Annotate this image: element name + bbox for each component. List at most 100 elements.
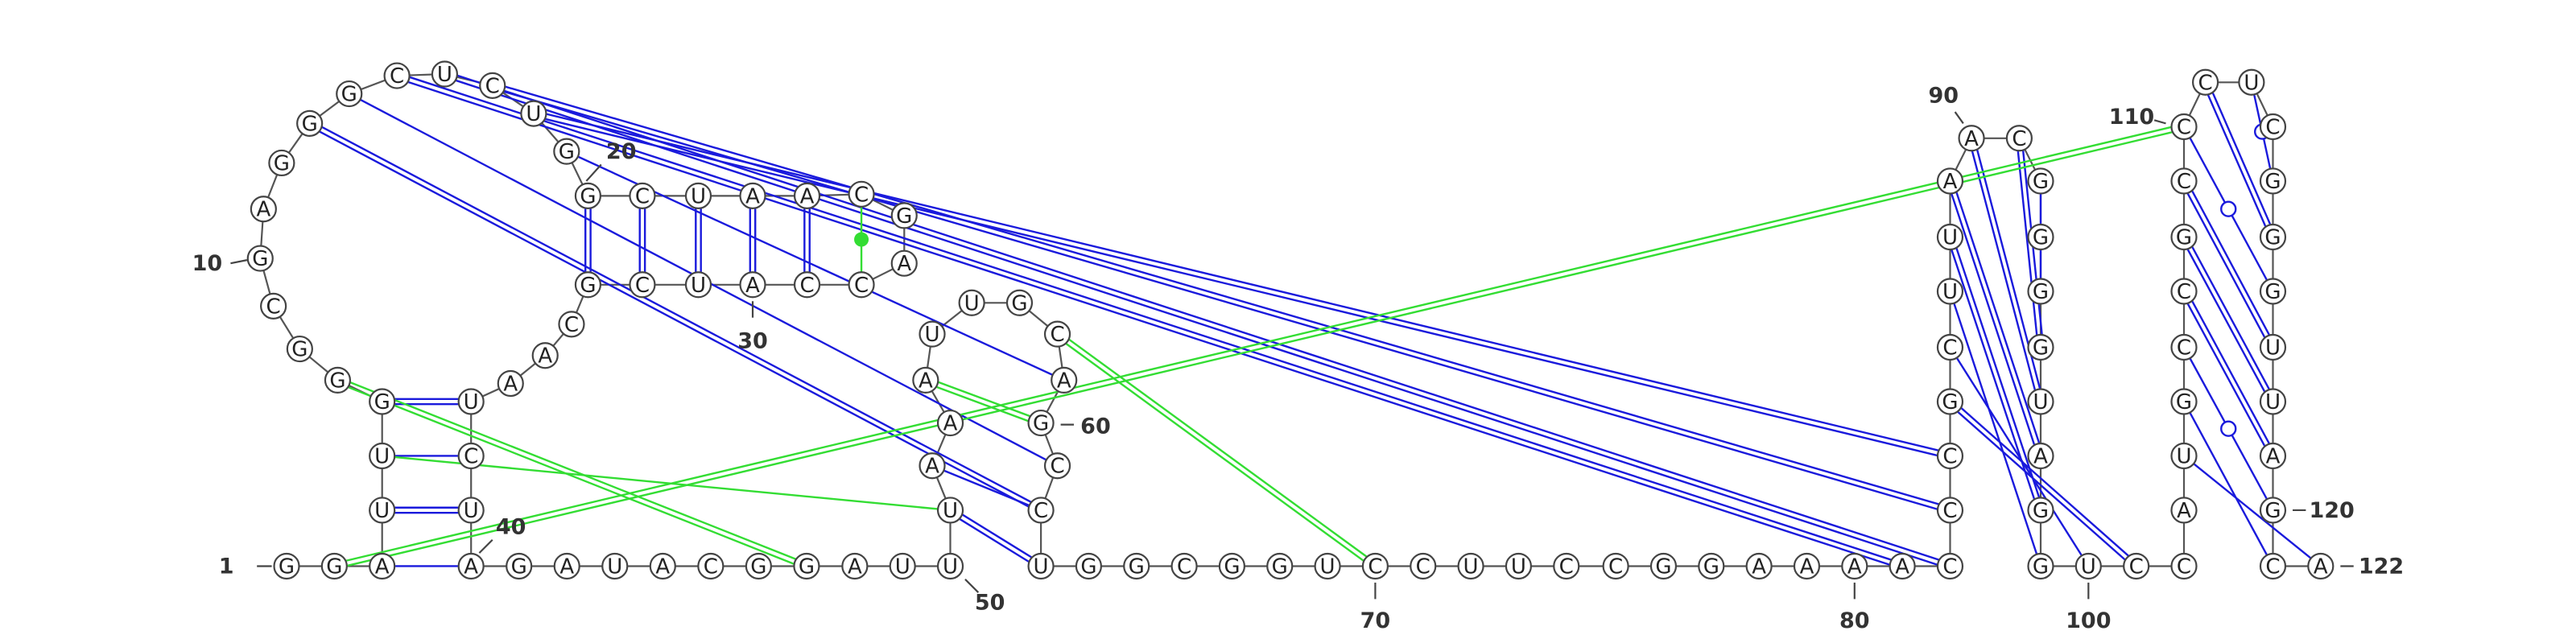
nucleotide: G xyxy=(2027,167,2054,195)
position-label: 120 xyxy=(2309,498,2354,523)
nucleotide: C xyxy=(848,271,875,299)
nucleotide: U xyxy=(457,388,485,415)
base-pair-canonical xyxy=(2202,83,2272,239)
nucleotide: G xyxy=(2259,167,2287,195)
nucleotide: G xyxy=(1218,552,1246,580)
nucleotide: G xyxy=(2027,552,2054,580)
nucleotide-letter: C xyxy=(2265,115,2280,139)
nucleotide: A xyxy=(1936,167,1964,195)
nucleotide-letter: G xyxy=(1033,412,1049,436)
nucleotide-letter: A xyxy=(1895,554,1909,579)
nucleotide: U xyxy=(431,60,459,88)
nucleotide: G xyxy=(320,552,348,580)
nucleotide: C xyxy=(1361,552,1389,580)
nucleotide-letter: G xyxy=(279,554,295,579)
nucleotide-letter: A xyxy=(503,372,518,396)
nucleotide-letter: A xyxy=(2177,499,2191,523)
nucleotide: C xyxy=(2259,552,2287,580)
numbering-tick xyxy=(1954,111,1964,125)
nucleotide: G xyxy=(1649,552,1678,580)
nucleotide: G xyxy=(2027,333,2054,361)
nucleotide-letter: A xyxy=(2314,554,2328,579)
nucleotide-letter: C xyxy=(1050,455,1064,479)
nucleotide: C xyxy=(558,311,585,338)
nucleotide: G xyxy=(1027,409,1055,437)
position-label: 60 xyxy=(1080,414,1111,439)
nucleotide: A xyxy=(739,271,766,299)
base-pair-canonical xyxy=(2185,289,2277,456)
long-range-pair xyxy=(444,75,1950,570)
nucleotide: C xyxy=(1170,552,1198,580)
nucleotide-letter: U xyxy=(2265,390,2281,414)
nucleotide-letter: C xyxy=(1942,444,1957,468)
base-pair-au xyxy=(2182,401,2274,567)
nucleotide: A xyxy=(936,409,964,437)
nucleotide: C xyxy=(2170,167,2198,195)
nucleotide: G xyxy=(506,552,533,580)
nucleotide: C xyxy=(1410,552,1437,580)
nucleotide: C xyxy=(260,292,287,320)
nucleotide-letter: A xyxy=(256,198,270,222)
nucleotide-letter: U xyxy=(943,554,958,579)
long-range-pair xyxy=(493,82,1951,509)
nucleotide-letter: C xyxy=(2177,336,2191,360)
nucleotide: G xyxy=(574,182,602,209)
nucleotide-letter: C xyxy=(635,184,650,208)
nucleotide-letter: C xyxy=(704,554,718,579)
nucleotide: C xyxy=(697,552,724,580)
nucleotide: G xyxy=(1123,552,1150,580)
numbering-tick xyxy=(585,163,602,182)
nucleotide: U xyxy=(457,497,485,524)
base-pair-canonical xyxy=(2181,291,2272,458)
nucleotide: G xyxy=(574,271,602,299)
numbering-tick xyxy=(230,259,248,265)
nucleotide-letter: G xyxy=(750,554,766,579)
nucleotide: G xyxy=(1936,388,1964,415)
nucleotide: A xyxy=(2259,442,2287,470)
nucleotide-letter: A xyxy=(1847,554,1862,579)
nucleotide: C xyxy=(383,62,411,89)
nucleotide: G xyxy=(2170,223,2198,251)
nucleotide: U xyxy=(684,182,712,209)
nucleotide: G xyxy=(2027,223,2054,251)
nucleotide-letter: A xyxy=(745,184,760,208)
nucleotide: G xyxy=(2259,497,2287,524)
position-label: 10 xyxy=(192,251,223,276)
base-pair-layer xyxy=(308,70,2322,570)
long-range-pair xyxy=(445,70,1951,565)
nucleotide-letter: G xyxy=(1129,554,1145,579)
nucleotide: A xyxy=(531,342,559,369)
nucleotide-letter: G xyxy=(1011,291,1027,315)
long-range-noncanonical-pair xyxy=(334,128,2186,570)
nucleotide: G xyxy=(1075,552,1103,580)
nucleotide: A xyxy=(1793,552,1821,580)
nucleotide: G xyxy=(268,149,295,177)
nucleotide: U xyxy=(2170,442,2198,470)
nucleotide: C xyxy=(2005,125,2033,152)
nucleotide: A xyxy=(841,552,869,580)
position-label: 90 xyxy=(1928,84,1959,109)
nucleotide: A xyxy=(912,366,939,394)
nucleotide-letter: G xyxy=(274,151,290,175)
nucleotide-letter: C xyxy=(1416,554,1430,579)
nucleotide: U xyxy=(369,442,396,470)
nucleotide-letter: G xyxy=(2176,390,2192,414)
nucleotide-letter: C xyxy=(266,295,281,319)
nucleotide-letter: A xyxy=(2033,444,2048,468)
nucleotide: U xyxy=(1314,552,1341,580)
nucleotide-letter: G xyxy=(1703,554,1719,579)
nucleotide: A xyxy=(2027,442,2054,470)
numbering-tick xyxy=(478,538,493,554)
nucleotide: C xyxy=(2259,113,2287,141)
nucleotide-letter: G xyxy=(1272,554,1288,579)
base-pair-canonical xyxy=(2185,179,2277,347)
nucleotide-letter: U xyxy=(526,102,541,126)
nucleotide: C xyxy=(1553,552,1580,580)
nucleotide-letter: C xyxy=(2012,127,2026,151)
nucleotide: A xyxy=(739,182,766,209)
nucleotide-letter: G xyxy=(291,338,308,362)
nucleotide: G xyxy=(2027,497,2054,524)
nucleotide-letter: C xyxy=(2177,170,2191,194)
position-label: 20 xyxy=(606,139,637,164)
